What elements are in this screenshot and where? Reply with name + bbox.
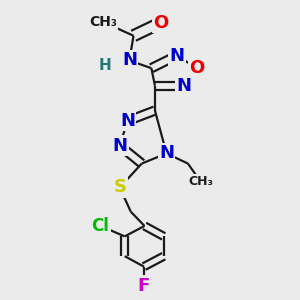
Text: F: F xyxy=(138,277,150,295)
Text: N: N xyxy=(112,137,127,155)
Text: O: O xyxy=(153,14,169,32)
Text: N: N xyxy=(120,112,135,130)
Text: S: S xyxy=(113,178,126,196)
Text: CH₃: CH₃ xyxy=(89,15,117,29)
Text: Cl: Cl xyxy=(92,217,110,235)
Text: H: H xyxy=(98,58,111,73)
Text: CH₃: CH₃ xyxy=(188,176,213,188)
Text: N: N xyxy=(122,52,137,70)
Text: N: N xyxy=(176,77,191,95)
Text: N: N xyxy=(169,46,184,64)
Text: O: O xyxy=(189,59,204,77)
Text: N: N xyxy=(159,144,174,162)
